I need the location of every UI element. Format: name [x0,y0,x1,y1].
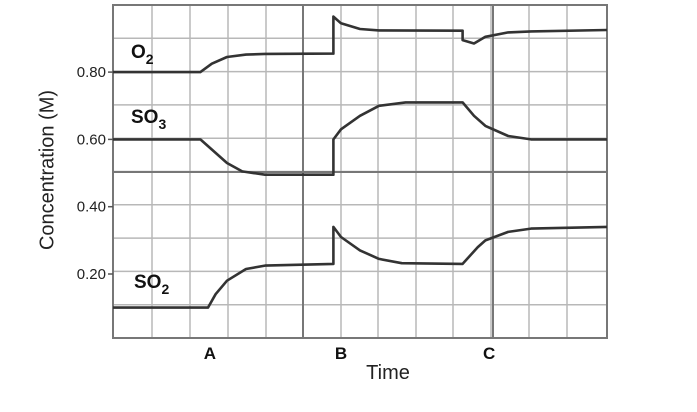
series-line-so3 [113,101,607,176]
series-label-so2: SO2 [134,272,169,297]
event-marker-label: C [483,344,495,363]
series-line-so2 [113,225,608,309]
y-tick-label: 0.40 [77,199,106,216]
series-line-o2 [113,15,608,74]
event-marker-label: A [204,344,216,363]
x-axis-label: Time [366,362,410,384]
y-tick-label: 0.60 [77,131,106,148]
y-tick-label: 0.80 [77,64,106,81]
series-label-so3: SO3 [131,107,166,132]
series-label-o2: O2 [131,42,154,67]
plot-frame [112,4,608,339]
y-tick-label: 0.20 [77,266,106,283]
y-axis-label: Concentration (M) [36,89,59,251]
event-marker-label: B [335,344,347,363]
